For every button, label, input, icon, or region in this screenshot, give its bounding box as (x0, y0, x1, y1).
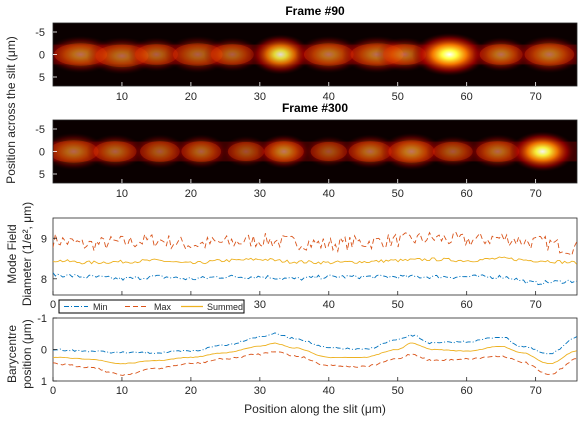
bary-x-tick-label: 0 (50, 385, 56, 397)
legend-max-label: Max (154, 302, 172, 312)
frame90-spot-core (524, 43, 575, 66)
mfd-x-tick-label: 40 (323, 299, 335, 311)
frame300-y-tick-label: 0 (39, 147, 45, 159)
mfd-x-tick-label: 50 (392, 299, 404, 311)
frame300-spot-core (53, 140, 99, 163)
frame300-spot-core (93, 141, 137, 162)
mfd-x-tick-label: 0 (50, 299, 56, 311)
frame300-spot-core (476, 141, 520, 162)
frame300-x-tick-label: 50 (392, 188, 404, 200)
frame300-spot (380, 132, 443, 171)
bary-series-min (53, 332, 577, 355)
frame300-spot (133, 134, 187, 169)
legend-summed-label: Summed (207, 302, 243, 312)
legend-box (58, 299, 245, 314)
frame90-y-tick-label: 5 (39, 72, 45, 84)
bary-frame (52, 317, 578, 382)
legend: Min Max Summed (58, 299, 245, 314)
mfd-frame (52, 217, 578, 296)
x-axis-label: Position along the slit (μm) (244, 402, 386, 416)
frame300-spot-core (348, 141, 392, 162)
mfd-y-axis-label-line2: Diameter (1/e², μm) (20, 202, 34, 306)
frame300-y-tick-label: 5 (39, 169, 45, 181)
frame300-spot-core (264, 141, 304, 162)
frame300-spot (426, 135, 480, 168)
bary-y-axis-label-line2: position (μm) (20, 319, 34, 389)
frame300-spot (509, 131, 576, 172)
frame300-spot (221, 135, 271, 168)
heatmap-y-axis-label: Position across the slit (μm) (4, 36, 18, 184)
bary-x-tick-label: 40 (323, 385, 335, 397)
frame300-x-tick-label: 30 (254, 188, 266, 200)
barycentre-plot: 0 10 20 30 40 50 60 70-101 (37, 313, 578, 397)
frame-300-title: Frame #300 (282, 101, 348, 115)
mfd-x-tick-label: 60 (461, 299, 473, 311)
bary-series-max (53, 351, 577, 376)
mfd-series-summed (53, 256, 577, 265)
frame300-y-tick-label: -5 (35, 124, 45, 136)
heatmap-frame-90: 10 20 30 40 50 60 70 -5 0 5 (35, 22, 578, 103)
mfd-x-tick-label: 30 (254, 299, 266, 311)
mfd-series-max (53, 231, 577, 256)
bary-series-summed (53, 342, 577, 365)
bary-y-axis-label-line1: Barycentre (5, 325, 19, 383)
mfd-series-min (53, 272, 577, 286)
legend-min-label: Min (93, 302, 108, 312)
frame300-spot (257, 134, 311, 169)
mfd-y-tick-label: 9 (41, 233, 47, 245)
frame300-spot-core (310, 141, 347, 162)
mfd-x-tick-label: 70 (530, 299, 542, 311)
frame90-spot (203, 37, 261, 72)
mfd-y-tick-label: 8 (41, 274, 47, 286)
frame90-spot-core (210, 44, 254, 65)
frame-90-title: Frame #90 (285, 4, 345, 18)
frame90-spot (295, 35, 362, 74)
bary-x-tick-label: 50 (392, 385, 404, 397)
frame90-x-tick-label: 30 (254, 91, 266, 103)
frame300-x-tick-label: 20 (185, 188, 197, 200)
frame90-spot (516, 35, 577, 74)
frame300-spot-core (140, 141, 180, 162)
bary-x-tick-label: 70 (530, 385, 542, 397)
frame300-spot (469, 134, 527, 169)
frame90-spot-core (303, 43, 354, 66)
heatmap-frame-300: 10 20 30 40 50 60 70 -5 0 5 (35, 119, 578, 200)
mode-field-diameter-plot: 01020304050607089 (41, 217, 578, 311)
frame300-x-tick-label: 40 (323, 188, 335, 200)
frame90-x-tick-label: 60 (461, 91, 473, 103)
bary-x-tick-label: 30 (254, 385, 266, 397)
frame300-x-tick-label: 10 (116, 188, 128, 200)
frame90-y-tick-label: -5 (35, 27, 45, 39)
frame300-spot-core (433, 141, 473, 162)
frame90-x-tick-label: 70 (530, 91, 542, 103)
frame90-x-tick-label: 20 (185, 91, 197, 103)
frame90-spot (249, 34, 312, 75)
bary-y-tick-label: 1 (41, 376, 47, 388)
frame90-x-tick-label: 50 (392, 91, 404, 103)
frame300-spot-core (227, 141, 265, 162)
frame300-x-tick-label: 70 (530, 188, 542, 200)
frame90-y-tick-label: 0 (39, 50, 45, 62)
bary-x-tick-label: 20 (185, 385, 197, 397)
frame300-x-tick-label: 60 (461, 188, 473, 200)
frame90-spot (472, 37, 530, 72)
bary-y-tick-label: 0 (41, 345, 47, 357)
frame300-spot (304, 135, 354, 168)
bary-x-tick-label: 60 (461, 385, 473, 397)
frame90-spot-core (479, 44, 523, 65)
frame300-spot (174, 134, 228, 169)
frame90-x-tick-label: 10 (116, 91, 128, 103)
frame90-x-tick-label: 40 (323, 91, 335, 103)
bary-x-tick-label: 10 (116, 385, 128, 397)
frame300-spot-core (181, 141, 222, 162)
frame300-spot (86, 134, 144, 169)
frame90-spot (411, 32, 487, 77)
mfd-y-axis-label-line1: Mode Field (5, 224, 19, 283)
frame300-spot-core (388, 140, 435, 163)
bary-y-tick-label: -1 (37, 313, 47, 325)
